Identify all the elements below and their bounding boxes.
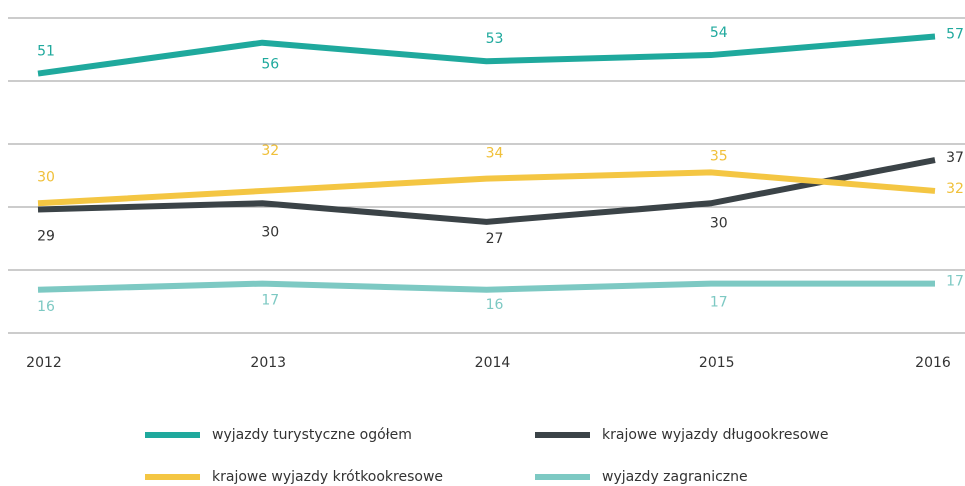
x-tick-label: 2016 bbox=[915, 355, 951, 371]
data-label: 30 bbox=[710, 215, 728, 231]
data-label: 32 bbox=[946, 181, 964, 197]
legend-label: wyjazdy turystyczne ogółem bbox=[212, 427, 412, 443]
data-label: 57 bbox=[946, 27, 964, 43]
data-label: 30 bbox=[37, 169, 55, 185]
legend-label: krajowe wyjazdy krótkookresowe bbox=[212, 469, 443, 485]
x-tick-label: 2012 bbox=[26, 355, 62, 371]
data-label: 16 bbox=[37, 299, 55, 315]
data-label: 53 bbox=[486, 31, 504, 47]
data-label: 27 bbox=[486, 231, 504, 247]
data-label: 17 bbox=[946, 274, 964, 290]
data-label: 54 bbox=[710, 25, 728, 41]
data-label: 35 bbox=[710, 148, 728, 164]
line bbox=[37, 169, 936, 207]
line bbox=[37, 280, 935, 293]
data-label: 56 bbox=[261, 57, 279, 73]
data-label: 29 bbox=[37, 228, 55, 244]
legend-label: krajowe wyjazdy długookresowe bbox=[602, 427, 828, 443]
x-tick-label: 2014 bbox=[475, 355, 511, 371]
data-label: 32 bbox=[261, 143, 279, 159]
data-label: 16 bbox=[486, 297, 504, 313]
data-label: 17 bbox=[710, 295, 728, 311]
data-label: 37 bbox=[946, 150, 964, 166]
x-tick-label: 2015 bbox=[699, 355, 735, 371]
line bbox=[37, 157, 936, 225]
data-label: 17 bbox=[261, 293, 279, 309]
data-label: 30 bbox=[261, 224, 279, 240]
legend-label: wyjazdy zagraniczne bbox=[602, 469, 748, 485]
line bbox=[37, 33, 936, 77]
data-label: 34 bbox=[486, 146, 504, 162]
data-label: 51 bbox=[37, 44, 55, 60]
x-tick-label: 2013 bbox=[250, 355, 286, 371]
